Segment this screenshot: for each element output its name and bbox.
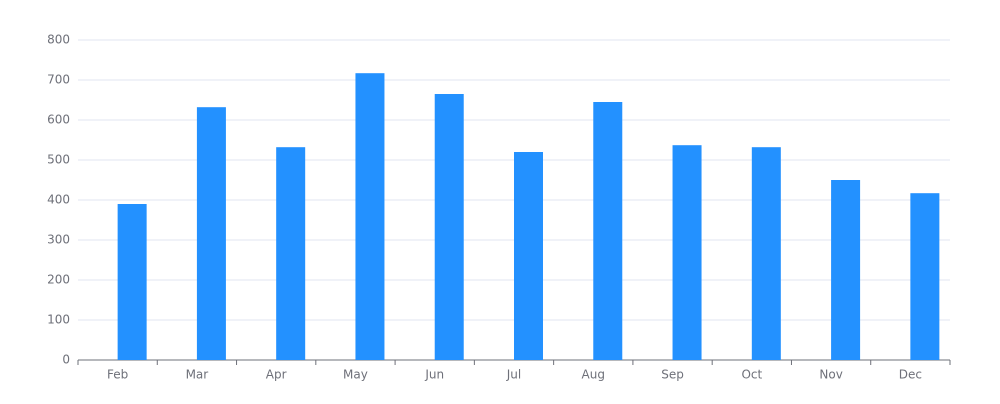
x-tick-label: Aug — [582, 368, 605, 382]
bar — [276, 147, 306, 360]
x-tick-label: Mar — [186, 368, 209, 382]
bar — [751, 147, 781, 360]
y-tick-label: 200 — [47, 273, 70, 287]
x-tick-label: Nov — [819, 368, 842, 382]
y-tick-label: 300 — [47, 233, 70, 247]
y-tick-label: 100 — [47, 313, 70, 327]
bar — [355, 73, 385, 360]
bar — [434, 94, 464, 360]
bar — [196, 107, 226, 360]
x-tick-label: Jun — [424, 368, 444, 382]
x-tick-label: Sep — [661, 368, 684, 382]
bar — [593, 102, 623, 360]
x-tick-label: Oct — [741, 368, 762, 382]
bar — [672, 145, 702, 360]
x-tick-label: Feb — [107, 368, 128, 382]
bar — [910, 193, 940, 360]
y-tick-label: 0 — [62, 353, 70, 367]
y-tick-label: 500 — [47, 153, 70, 167]
x-tick-label: Dec — [899, 368, 922, 382]
y-tick-label: 800 — [47, 33, 70, 47]
y-tick-label: 600 — [47, 113, 70, 127]
bar — [117, 204, 147, 360]
x-tick-label: Jul — [506, 368, 521, 382]
y-tick-label: 400 — [47, 193, 70, 207]
y-tick-label: 700 — [47, 73, 70, 87]
x-tick-label: May — [343, 368, 368, 382]
bar — [514, 152, 543, 360]
x-tick-label: Apr — [266, 368, 287, 382]
bar — [831, 180, 861, 360]
